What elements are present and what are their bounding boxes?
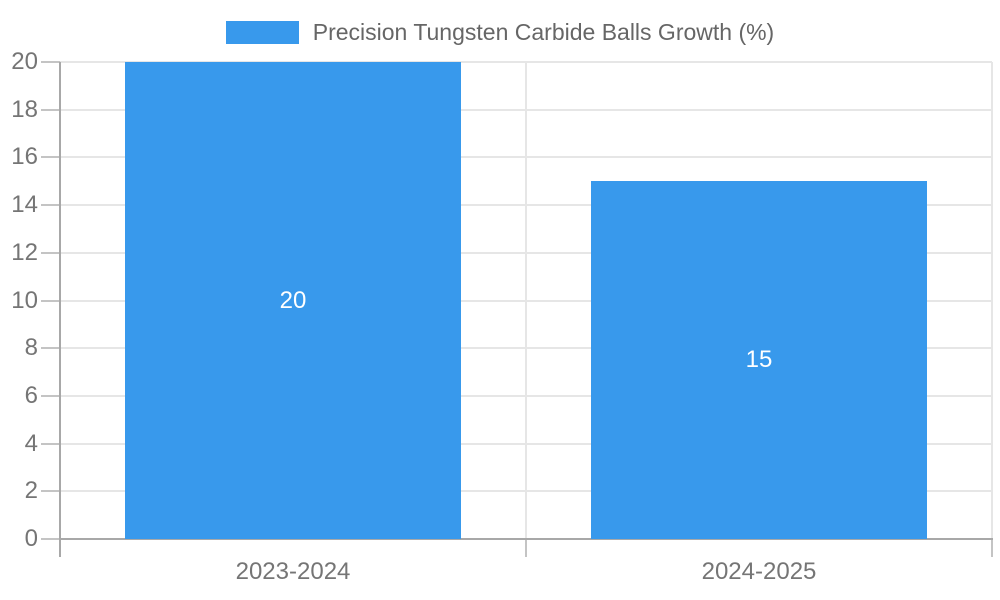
y-axis-tick-label: 18 — [11, 95, 38, 123]
bar[interactable]: 15 — [591, 181, 927, 539]
x-axis-tick — [991, 539, 993, 557]
y-axis-tick-label: 14 — [11, 191, 38, 219]
y-axis-tick-label: 4 — [24, 429, 38, 457]
y-axis-tick-label: 0 — [24, 525, 38, 552]
y-axis-tick-label: 10 — [11, 286, 38, 314]
y-axis-tick — [41, 299, 60, 302]
x-axis-category-label: 2023-2024 — [235, 558, 351, 585]
bar-value-label: 15 — [745, 346, 773, 374]
y-axis-tick — [41, 108, 60, 111]
category-boundary-gridline — [991, 62, 993, 539]
y-axis-tick — [41, 490, 60, 493]
y-axis-tick-label: 2 — [24, 477, 38, 505]
bar-value-label: 20 — [279, 286, 307, 314]
bar[interactable]: 20 — [125, 62, 461, 539]
y-axis-tick — [41, 347, 60, 350]
y-axis-tick-label: 8 — [24, 334, 38, 362]
y-axis-tick — [41, 156, 60, 159]
legend-label: Precision Tungsten Carbide Balls Growth … — [312, 18, 775, 45]
category-boundary-gridline — [525, 62, 527, 539]
x-axis-category-label: 2024-2025 — [701, 558, 817, 585]
legend-swatch-icon — [225, 20, 299, 44]
y-axis-line — [59, 62, 61, 557]
y-axis-tick-label: 20 — [11, 48, 38, 75]
y-axis-tick-label: 6 — [24, 381, 38, 409]
x-axis-tick — [525, 539, 527, 557]
y-axis-tick — [41, 394, 60, 397]
y-axis-tick-label: 16 — [11, 143, 38, 171]
y-axis-tick — [41, 61, 60, 63]
x-axis-line — [59, 538, 993, 540]
y-axis-tick — [41, 251, 60, 254]
y-axis-tick — [41, 538, 60, 540]
y-axis-tick — [41, 204, 60, 207]
y-axis-tick-label: 12 — [11, 238, 38, 266]
legend[interactable]: Precision Tungsten Carbide Balls Growth … — [0, 12, 1000, 52]
y-axis-tick — [41, 442, 60, 445]
